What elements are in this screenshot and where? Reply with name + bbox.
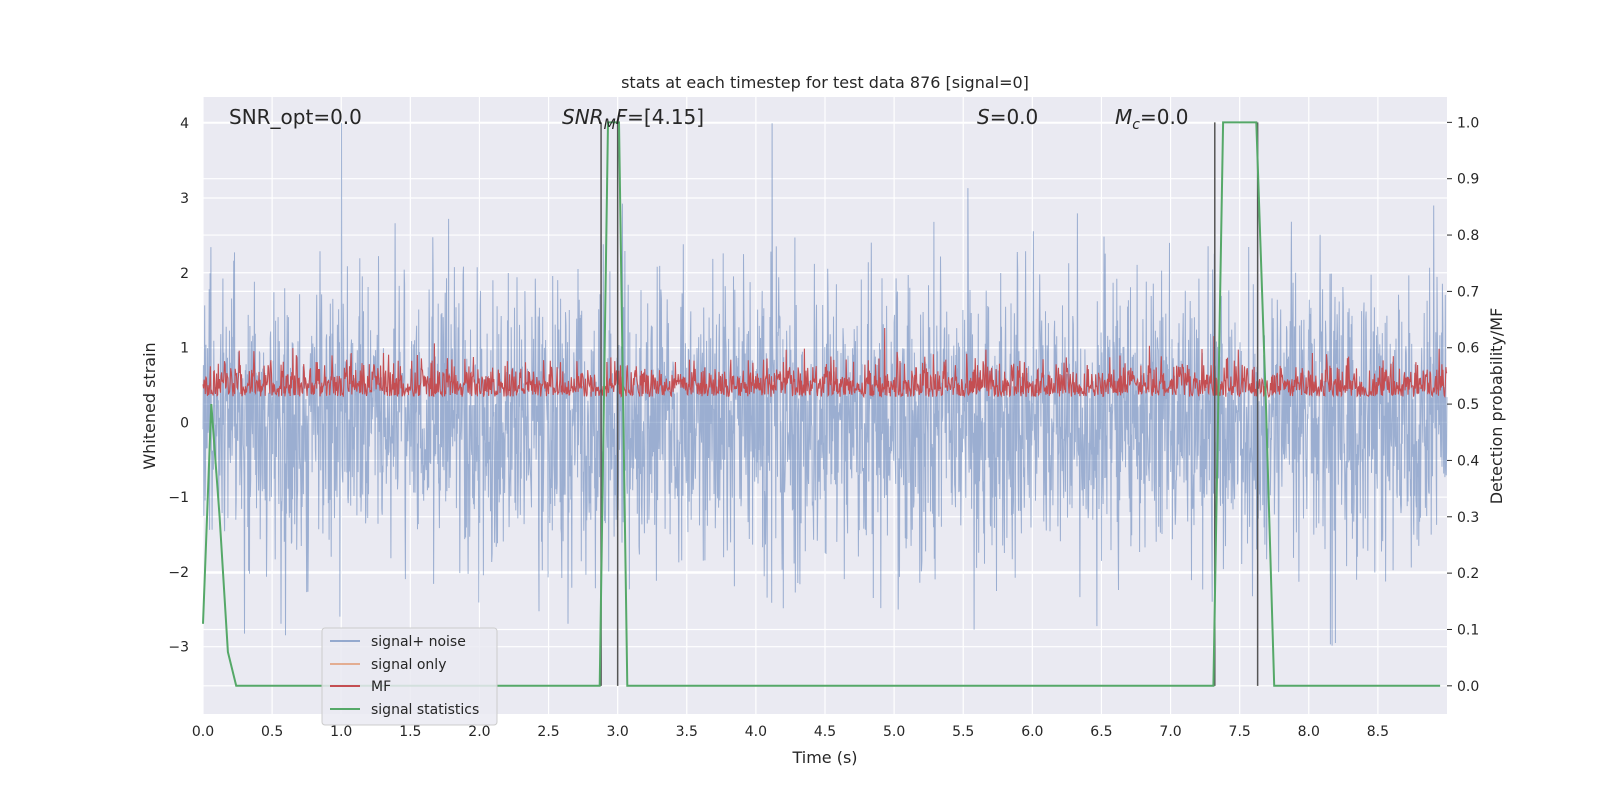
y-right-tick-label: 0.3 <box>1457 510 1479 526</box>
y-left-tick-label: 2 <box>180 266 189 282</box>
x-axis-ticks: 0.0 0.5 1.0 1.5 2.0 2.5 3.0 3.5 4.0 4.5 5.0 5.5 6.0 6… <box>192 724 1389 740</box>
legend-entry-signal-noise: signal+ noise <box>330 634 466 650</box>
x-tick-label: 4.0 <box>745 724 767 740</box>
x-tick-label: 3.0 <box>607 724 629 740</box>
y-right-tick-label: 0.7 <box>1457 284 1479 300</box>
annotations: SNR_opt=0.0 SNRMF=[4.15] S=0.0 Mc=0.0 <box>229 105 1189 133</box>
y-right-tick-label: 1.0 <box>1457 115 1479 131</box>
x-tick-label: 2.0 <box>468 724 490 740</box>
x-tick-label: 1.0 <box>330 724 352 740</box>
y-left-tick-label: 3 <box>180 191 189 207</box>
y-left-tick-label: −3 <box>168 640 189 656</box>
legend-label-signal-only: signal only <box>371 657 446 673</box>
annotation-s: S=0.0 <box>977 105 1038 129</box>
y-right-tick-label: 0.1 <box>1457 622 1479 638</box>
x-tick-label: 0.0 <box>192 724 214 740</box>
y-right-tick-label: 0.9 <box>1457 172 1479 188</box>
x-axis-label: Time (s) <box>791 748 857 767</box>
legend-label-mf: MF <box>371 679 391 695</box>
y-axis-left-label: Whitened strain <box>140 342 159 469</box>
legend-label-signal-statistics: signal statistics <box>371 702 479 718</box>
y-left-tick-label: −2 <box>168 565 189 581</box>
x-tick-label: 6.0 <box>1021 724 1043 740</box>
x-tick-label: 2.5 <box>537 724 559 740</box>
x-tick-label: 8.5 <box>1367 724 1389 740</box>
x-tick-label: 7.0 <box>1159 724 1181 740</box>
mf-line <box>202 327 1448 399</box>
legend-entry-signal-only: signal only <box>330 657 446 673</box>
legend-label-signal-noise: signal+ noise <box>371 634 466 650</box>
x-tick-label: 8.0 <box>1298 724 1320 740</box>
y-right-tick-label: 0.6 <box>1457 341 1479 357</box>
legend-entry-mf: MF <box>330 679 391 695</box>
annotation-snr-opt: SNR_opt=0.0 <box>229 105 362 129</box>
x-tick-label: 1.5 <box>399 724 421 740</box>
chart-title: stats at each timestep for test data 876… <box>621 73 1029 92</box>
series-mf <box>202 327 1448 399</box>
y-left-tick-label: 1 <box>180 341 189 357</box>
y-right-tick-label: 0.8 <box>1457 228 1479 244</box>
y-left-tick-label: 0 <box>180 415 189 431</box>
y-left-tick-label: 4 <box>180 116 189 132</box>
y-axis-right-label: Detection probability/MF <box>1487 308 1506 505</box>
y-right-tick-label: 0.0 <box>1457 679 1479 695</box>
y-right-tick-label: 0.4 <box>1457 453 1479 469</box>
x-tick-label: 6.5 <box>1090 724 1112 740</box>
y-axis-left-ticks: 4 3 2 1 0 −1 −2 −3 <box>168 116 189 656</box>
y-axis-right-ticks: 1.0 0.9 0.8 0.7 0.6 0.5 0.4 0.3 0.2 0.1 0.0 <box>1447 115 1479 695</box>
y-right-tick-label: 0.5 <box>1457 397 1479 413</box>
series-signal-statistics <box>202 121 1441 687</box>
x-tick-label: 3.5 <box>676 724 698 740</box>
x-tick-label: 5.0 <box>883 724 905 740</box>
legend-entry-signal-statistics: signal statistics <box>330 702 479 718</box>
x-tick-label: 5.5 <box>952 724 974 740</box>
x-tick-label: 0.5 <box>261 724 283 740</box>
signal-statistics-line <box>202 121 1441 687</box>
annotation-mc: Mc=0.0 <box>1115 105 1189 133</box>
legend: signal+ noise signal only MF signal stat… <box>321 627 498 726</box>
legend-box <box>321 627 498 726</box>
annotation-snr-mf: SNRMF=[4.15] <box>562 105 704 133</box>
x-tick-label: 7.5 <box>1229 724 1251 740</box>
x-tick-label: 4.5 <box>814 724 836 740</box>
y-left-tick-label: −1 <box>168 490 189 506</box>
y-right-tick-label: 0.2 <box>1457 566 1479 582</box>
